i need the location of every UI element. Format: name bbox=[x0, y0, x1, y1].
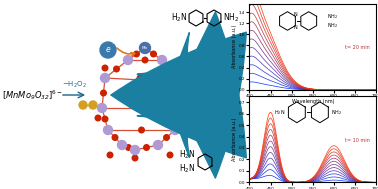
Circle shape bbox=[139, 77, 144, 83]
Circle shape bbox=[130, 146, 139, 154]
Circle shape bbox=[124, 56, 133, 64]
Circle shape bbox=[153, 140, 163, 149]
Text: t= 10 min: t= 10 min bbox=[345, 138, 370, 143]
Circle shape bbox=[174, 77, 183, 87]
Y-axis label: Absorbance (a.u.): Absorbance (a.u.) bbox=[232, 118, 237, 161]
Circle shape bbox=[189, 101, 197, 109]
Circle shape bbox=[177, 92, 183, 98]
Circle shape bbox=[178, 104, 186, 112]
Text: $-\mathrm{H_2O_2}$: $-\mathrm{H_2O_2}$ bbox=[62, 80, 86, 90]
Circle shape bbox=[187, 115, 193, 121]
Circle shape bbox=[104, 125, 113, 135]
Text: $\mathrm{H_2N}$: $\mathrm{H_2N}$ bbox=[170, 12, 187, 24]
Circle shape bbox=[144, 145, 149, 150]
Text: $\mathrm{H_2N}$: $\mathrm{H_2N}$ bbox=[178, 163, 195, 175]
Circle shape bbox=[102, 65, 108, 71]
Text: e: e bbox=[105, 46, 110, 54]
Circle shape bbox=[101, 74, 110, 83]
X-axis label: Wavelength (nm): Wavelength (nm) bbox=[291, 99, 334, 104]
Circle shape bbox=[101, 90, 106, 96]
Text: $\mathrm{NH_2}$: $\mathrm{NH_2}$ bbox=[223, 12, 239, 24]
Circle shape bbox=[126, 145, 131, 150]
Circle shape bbox=[132, 155, 138, 161]
Text: Mn: Mn bbox=[142, 46, 148, 50]
Circle shape bbox=[118, 140, 127, 149]
FancyArrowPatch shape bbox=[111, 32, 246, 178]
Circle shape bbox=[167, 152, 173, 158]
Circle shape bbox=[164, 135, 169, 140]
Text: t= 20 min: t= 20 min bbox=[345, 45, 370, 50]
FancyArrowPatch shape bbox=[111, 12, 246, 158]
Circle shape bbox=[170, 125, 180, 135]
Circle shape bbox=[98, 104, 107, 112]
Circle shape bbox=[137, 75, 143, 81]
Circle shape bbox=[176, 116, 181, 122]
Circle shape bbox=[100, 42, 116, 58]
Circle shape bbox=[107, 152, 113, 158]
Circle shape bbox=[139, 127, 144, 133]
Text: $\mathrm{H_2N}$: $\mathrm{H_2N}$ bbox=[178, 149, 195, 161]
Text: $[\mathregular{MnMo_9O_{32}}]^{6-}$: $[\mathregular{MnMo_9O_{32}}]^{6-}$ bbox=[2, 88, 63, 102]
Text: ⁻: ⁻ bbox=[112, 43, 115, 49]
Circle shape bbox=[167, 68, 173, 74]
Circle shape bbox=[89, 101, 97, 109]
Circle shape bbox=[139, 105, 145, 111]
Circle shape bbox=[112, 135, 118, 140]
FancyArrowPatch shape bbox=[117, 48, 135, 56]
Circle shape bbox=[142, 57, 148, 63]
Y-axis label: Absorbance (a.u.): Absorbance (a.u.) bbox=[232, 25, 237, 68]
Circle shape bbox=[151, 51, 156, 57]
Circle shape bbox=[199, 101, 207, 109]
Circle shape bbox=[158, 56, 166, 64]
Circle shape bbox=[175, 69, 181, 75]
Circle shape bbox=[114, 66, 119, 72]
Circle shape bbox=[79, 101, 87, 109]
Circle shape bbox=[102, 116, 108, 122]
Circle shape bbox=[139, 43, 150, 53]
Circle shape bbox=[95, 115, 101, 121]
Circle shape bbox=[134, 51, 139, 57]
